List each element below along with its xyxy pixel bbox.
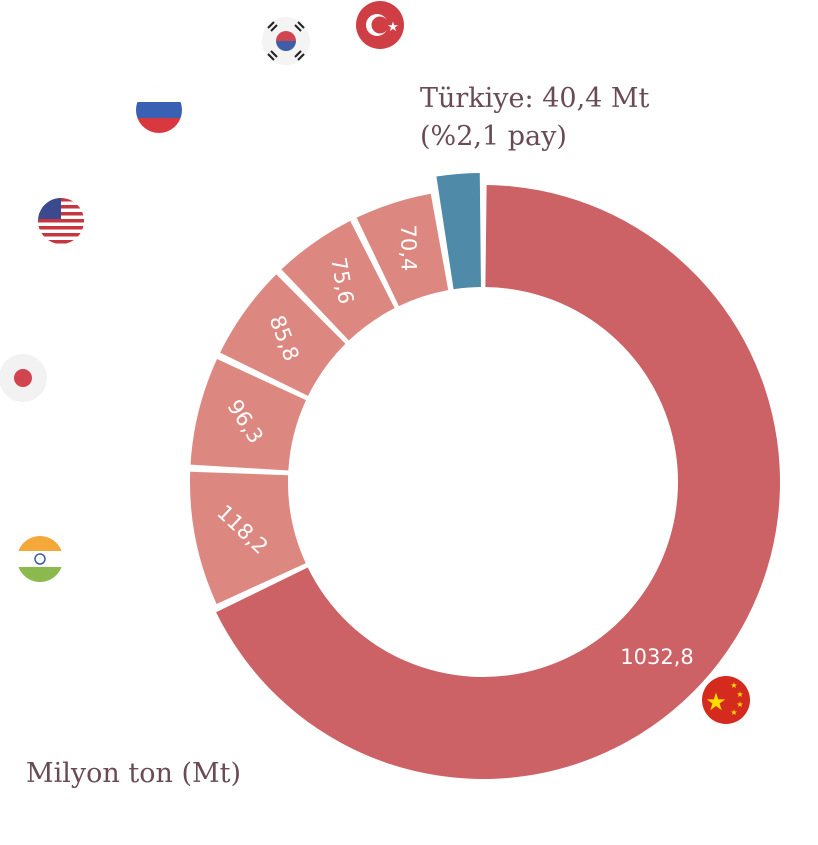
india-flag-icon (17, 536, 63, 582)
segment-russia (281, 220, 395, 341)
turkey-flag-icon: ★ (356, 1, 404, 49)
segment-label-china: 1032,8 (620, 645, 693, 669)
turkiye-callout-line2: (%2,1 pay) (420, 121, 567, 152)
svg-text:★: ★ (387, 20, 399, 35)
japan-flag-icon (0, 354, 47, 402)
south-korea-flag-icon (262, 17, 310, 65)
segment-india (190, 471, 306, 605)
segment-japan (190, 359, 306, 471)
turkiye-callout: Türkiye: 40,4 Mt (%2,1 pay) (420, 80, 649, 156)
usa-flag-icon (38, 198, 84, 244)
turkiye-callout-line1: Türkiye: 40,4 Mt (420, 83, 650, 114)
svg-text:★: ★ (730, 708, 737, 717)
segment-t-rkiye (436, 173, 481, 290)
china-flag-icon: ★ ★ ★ ★ ★ (702, 676, 750, 724)
segment-united-states (220, 274, 346, 396)
svg-text:★: ★ (736, 690, 743, 699)
svg-text:★: ★ (736, 700, 743, 709)
segment-south-korea (356, 193, 449, 307)
unit-label: Milyon ton (Mt) (26, 758, 242, 789)
segment-label-south-korea: 70,4 (396, 224, 421, 271)
russia-flag-icon (136, 87, 182, 133)
svg-text:★: ★ (730, 681, 737, 690)
svg-text:★: ★ (705, 688, 727, 716)
segment-china (216, 185, 780, 780)
